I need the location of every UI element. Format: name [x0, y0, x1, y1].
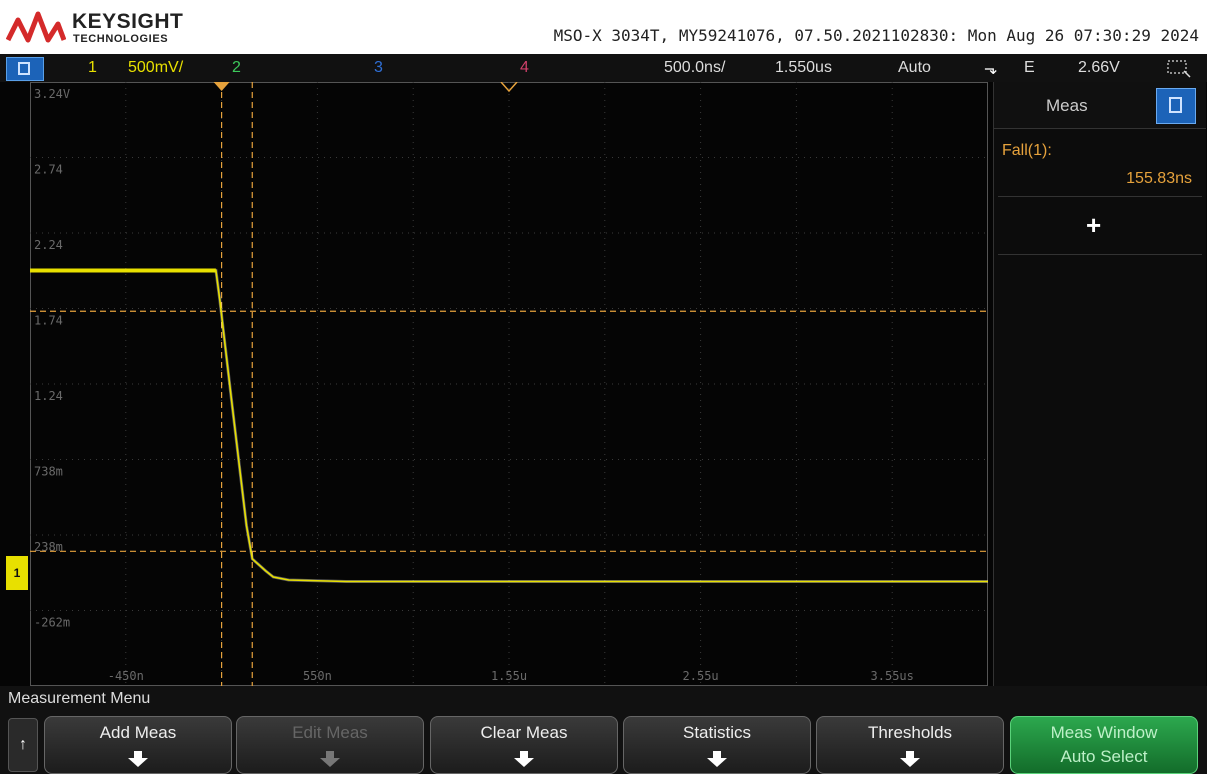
meas-panel-menu-icon[interactable]: [1156, 88, 1196, 124]
x-axis-tick-label: -450n: [108, 669, 144, 683]
keysight-logo: KEYSIGHT TECHNOLOGIES: [6, 6, 206, 48]
ch1-waveform-glow: [30, 268, 988, 583]
waveform-area[interactable]: 3.24V 2.74 2.24 1.74 1.24 738m 238m -262m -450n 5…: [30, 82, 988, 686]
softkey-bar: Measurement Menu ↑ Add Meas Edit Meas Cl…: [0, 686, 1207, 774]
ch1-ground-marker[interactable]: 1: [6, 556, 28, 590]
y-axis-tick-label: -262m: [34, 616, 70, 630]
menu-title: Measurement Menu: [8, 690, 151, 707]
brand-subtitle: TECHNOLOGIES: [73, 33, 169, 45]
add-measurement-icon[interactable]: +: [1086, 210, 1102, 240]
trigger-source[interactable]: E: [1024, 59, 1035, 76]
y-axis-tick-label: 2.74: [34, 163, 63, 177]
fall-measurement-value: 155.83ns: [1126, 170, 1192, 187]
delay-marker: [500, 82, 518, 93]
edit-meas-softkey[interactable]: Edit Meas: [236, 716, 424, 774]
y-axis-tick-label: 2.24: [34, 238, 63, 252]
header: KEYSIGHT TECHNOLOGIES MSO-X 3034T, MY592…: [0, 0, 1207, 54]
statistics-label: Statistics: [682, 723, 752, 742]
meas-panel-title: Meas: [1046, 96, 1088, 115]
y-axis-tick-label: 1.24: [34, 389, 63, 403]
x-axis-tick-label: 550n: [303, 669, 332, 683]
thresholds-softkey[interactable]: Thresholds: [816, 716, 1004, 774]
divider: [998, 196, 1202, 197]
statistics-softkey[interactable]: Statistics: [623, 716, 811, 774]
back-button[interactable]: ↑: [8, 718, 38, 772]
scope-display: 1 3.24V 2.74 2.24 1.74 1.24 738m 238m -262m -450…: [0, 82, 1207, 686]
arrow-down-icon: [128, 751, 148, 767]
clear-meas-softkey[interactable]: Clear Meas: [430, 716, 618, 774]
y-axis-tick-label: 238m: [34, 540, 63, 554]
meas-window-label: Meas Window: [1050, 723, 1158, 742]
trigger-position-marker: [213, 82, 230, 91]
x-axis-tick-label: 3.55us: [871, 669, 914, 683]
thresholds-label: Thresholds: [867, 723, 953, 742]
x-axis-tick-label: 1.55u: [491, 669, 527, 683]
arrow-down-icon: [900, 751, 920, 767]
y-axis-tick-label: 3.24V: [34, 87, 70, 101]
arrow-down-icon: [707, 751, 727, 767]
brand-name: KEYSIGHT: [72, 10, 184, 33]
fall-measurement-label: Fall(1):: [1002, 142, 1052, 159]
ch3-number[interactable]: 3: [374, 59, 383, 76]
arrow-down-icon: [514, 751, 534, 767]
arrow-down-icon: [320, 751, 340, 767]
y-axis-tick-label: 1.74: [34, 314, 63, 328]
clear-meas-label: Clear Meas: [480, 723, 568, 742]
add-meas-label: Add Meas: [99, 723, 177, 742]
ch2-number[interactable]: 2: [232, 59, 241, 76]
ch1-waveform: [30, 269, 988, 583]
divider: [998, 254, 1202, 255]
timebase-scale[interactable]: 500.0ns/: [664, 59, 726, 76]
meas-window-value: Auto Select: [1060, 747, 1148, 766]
add-meas-softkey[interactable]: Add Meas: [44, 716, 232, 774]
keysight-wave-icon: [6, 11, 66, 43]
zoom-window-icon[interactable]: [1166, 58, 1192, 78]
main-menu-button[interactable]: [6, 57, 44, 81]
ch4-number[interactable]: 4: [520, 59, 529, 76]
horizontal-delay[interactable]: 1.550us: [775, 59, 832, 76]
meas-window-softkey[interactable]: Meas Window Auto Select: [1010, 716, 1198, 774]
status-bar: 1 500mV/ 2 3 4 500.0ns/ 1.550us Auto ⬎ E…: [0, 54, 1207, 82]
meas-panel-header: Meas: [994, 82, 1206, 129]
instrument-info: MSO-X 3034T, MY59241076, 07.50.202110283…: [553, 26, 1199, 45]
trigger-level[interactable]: 2.66V: [1078, 59, 1120, 76]
waveform-plot: 3.24V 2.74 2.24 1.74 1.24 738m 238m -262m -450n 5…: [30, 82, 988, 686]
y-axis-tick-label: 738m: [34, 465, 63, 479]
edit-meas-label: Edit Meas: [292, 723, 368, 742]
x-axis-tick-label: 2.55u: [683, 669, 719, 683]
ch1-scale[interactable]: 500mV/: [128, 59, 184, 76]
trigger-mode[interactable]: Auto: [898, 59, 931, 76]
trigger-slope-icon: ⬎: [984, 61, 998, 78]
measurement-panel: Meas Fall(1): 155.83ns +: [993, 82, 1206, 686]
ch1-number[interactable]: 1: [88, 59, 97, 76]
